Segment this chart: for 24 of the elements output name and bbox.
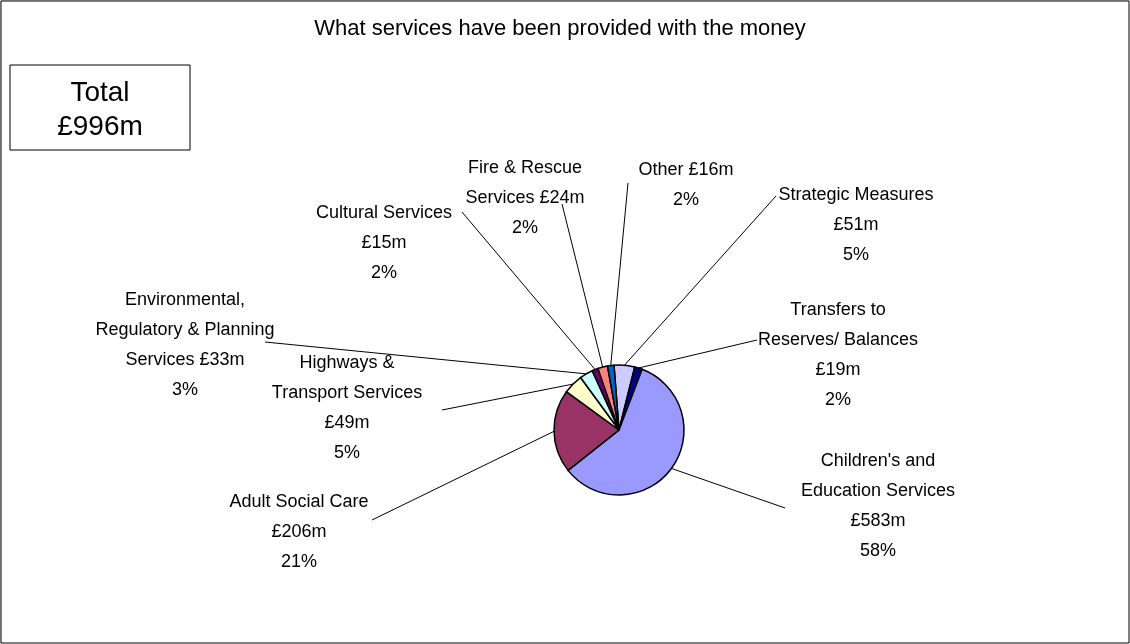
slice-label: Cultural Services (315, 202, 453, 222)
text: 3% (171, 379, 199, 399)
text: 2% (672, 189, 700, 209)
data-label: £19m (815, 359, 861, 379)
text: 58% (859, 540, 897, 560)
slice-label: Strategic Measures (778, 184, 934, 204)
data-label: £15m (361, 232, 407, 252)
text: 2% (824, 389, 852, 409)
slice-label: Children's and Education Services (800, 450, 956, 500)
text: 2% (511, 217, 539, 237)
text: 5% (333, 442, 361, 462)
slice-label: Adult Social Care (229, 491, 369, 511)
text: 21% (280, 551, 318, 571)
slice-label: Transfers to Reserves/ Balances (757, 299, 919, 349)
text: Total £996m (57, 76, 143, 141)
text: 5% (842, 244, 870, 264)
chart-title: What services have been provided with the money (314, 15, 806, 40)
slice-label: Fire & Rescue Services £24m (465, 157, 585, 207)
data-label: £583m (850, 510, 906, 530)
slice-label: Other £16m (638, 159, 734, 179)
data-label: £51m (833, 214, 879, 234)
data-label: £49m (324, 412, 370, 432)
data-label: £206m (271, 521, 327, 541)
text: 2% (370, 262, 398, 282)
